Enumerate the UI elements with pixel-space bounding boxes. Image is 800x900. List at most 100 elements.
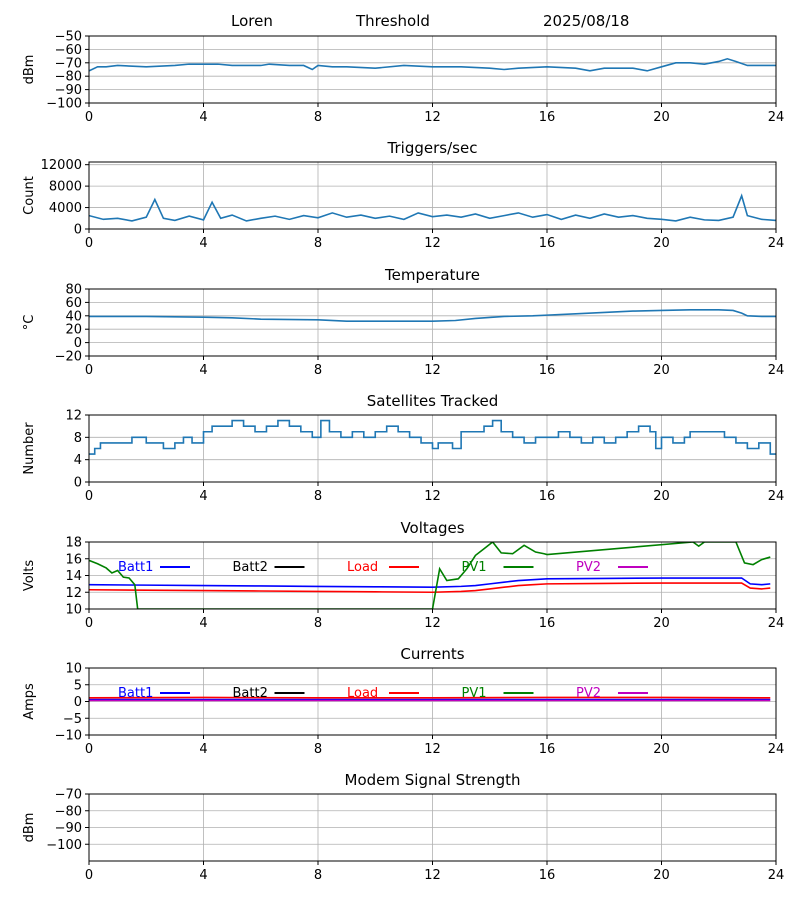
y-tick-label: −50 — [55, 30, 82, 45]
x-tick-label: 20 — [653, 616, 670, 631]
legend-label: Batt1 — [118, 560, 153, 575]
x-tick-label: 12 — [424, 110, 441, 125]
x-tick-label: 20 — [653, 868, 670, 883]
chart-title: Temperature — [384, 266, 480, 284]
x-tick-label: 12 — [424, 236, 441, 251]
y-tick-label: 20 — [65, 323, 82, 338]
y-tick-label: 4000 — [49, 201, 82, 216]
y-tick-label: −80 — [55, 804, 82, 819]
x-tick-label: 4 — [199, 489, 207, 504]
y-tick-label: 4 — [74, 453, 82, 468]
y-tick-label: 60 — [65, 296, 82, 311]
legend-label: Batt1 — [118, 686, 153, 701]
y-tick-label: 8000 — [49, 180, 82, 195]
trigger-mode: Threshold — [356, 12, 430, 30]
series-line — [89, 193, 776, 222]
series-line-load — [89, 582, 771, 594]
y-axis-label: Volts — [22, 560, 37, 592]
x-tick-label: 0 — [85, 110, 93, 125]
y-tick-label: 12000 — [41, 158, 82, 173]
x-tick-label: 24 — [768, 110, 785, 125]
x-tick-label: 4 — [199, 363, 207, 378]
y-tick-label: 0 — [74, 223, 82, 238]
x-tick-label: 4 — [199, 868, 207, 883]
x-tick-label: 24 — [768, 363, 785, 378]
x-tick-label: 12 — [424, 363, 441, 378]
chart-title: Voltages — [400, 519, 464, 537]
x-tick-label: 16 — [539, 363, 556, 378]
x-tick-label: 4 — [199, 110, 207, 125]
x-tick-label: 0 — [85, 742, 93, 757]
x-tick-label: 20 — [653, 110, 670, 125]
x-tick-label: 8 — [314, 236, 322, 251]
y-tick-label: −20 — [55, 350, 82, 365]
y-tick-label: −100 — [46, 838, 82, 853]
x-tick-label: 8 — [314, 489, 322, 504]
chart-title: Triggers/sec — [387, 139, 478, 157]
series-line-batt1 — [89, 577, 771, 589]
y-tick-label: 12 — [65, 586, 82, 601]
series-line-pv1 — [89, 542, 771, 609]
legend-label: PV1 — [462, 560, 487, 575]
chart-title: Currents — [400, 645, 464, 663]
x-tick-label: 0 — [85, 236, 93, 251]
y-tick-label: −70 — [55, 56, 82, 71]
x-tick-label: 8 — [314, 742, 322, 757]
y-axis-label: dBm — [22, 55, 37, 85]
legend-label: Batt2 — [233, 686, 268, 701]
y-tick-label: 14 — [65, 569, 82, 584]
x-tick-label: 0 — [85, 363, 93, 378]
y-tick-label: 12 — [65, 409, 82, 424]
series-line — [89, 57, 776, 72]
y-tick-label: 18 — [65, 536, 82, 551]
x-tick-label: 8 — [314, 363, 322, 378]
y-tick-label: 16 — [65, 552, 82, 567]
x-tick-label: 16 — [539, 489, 556, 504]
y-axis-label: Amps — [22, 683, 37, 720]
x-tick-label: 24 — [768, 236, 785, 251]
y-tick-label: 0 — [74, 695, 82, 710]
x-tick-label: 16 — [539, 110, 556, 125]
legend-label: PV2 — [576, 686, 601, 701]
x-tick-label: 24 — [768, 489, 785, 504]
chart-title: Modem Signal Strength — [345, 771, 521, 789]
x-tick-label: 0 — [85, 868, 93, 883]
x-tick-label: 8 — [314, 110, 322, 125]
x-tick-label: 8 — [314, 868, 322, 883]
x-tick-label: 16 — [539, 616, 556, 631]
y-axis-label: Count — [22, 176, 37, 215]
x-tick-label: 0 — [85, 489, 93, 504]
y-tick-label: −60 — [55, 43, 82, 58]
y-tick-label: −10 — [55, 729, 82, 744]
y-tick-label: 0 — [74, 336, 82, 351]
y-tick-label: 40 — [65, 309, 82, 324]
x-tick-label: 12 — [424, 868, 441, 883]
x-tick-label: 0 — [85, 616, 93, 631]
legend-label: PV1 — [462, 686, 487, 701]
x-tick-label: 4 — [199, 742, 207, 757]
x-tick-label: 12 — [424, 616, 441, 631]
x-tick-label: 12 — [424, 489, 441, 504]
x-tick-label: 4 — [199, 616, 207, 631]
x-tick-label: 24 — [768, 742, 785, 757]
y-tick-label: 10 — [65, 603, 82, 618]
x-tick-label: 20 — [653, 236, 670, 251]
x-tick-label: 12 — [424, 742, 441, 757]
legend-label: PV2 — [576, 560, 601, 575]
y-tick-label: −80 — [55, 70, 82, 85]
x-tick-label: 4 — [199, 236, 207, 251]
chart-title: Satellites Tracked — [367, 392, 498, 410]
report-date: 2025/08/18 — [543, 12, 630, 30]
y-tick-label: −5 — [63, 712, 82, 727]
y-tick-label: 80 — [65, 283, 82, 298]
x-tick-label: 16 — [539, 868, 556, 883]
series-line — [89, 419, 776, 455]
y-tick-label: 8 — [74, 431, 82, 446]
series-line — [89, 308, 776, 322]
x-tick-label: 16 — [539, 236, 556, 251]
y-tick-label: 5 — [74, 678, 82, 693]
x-tick-label: 24 — [768, 616, 785, 631]
x-tick-label: 20 — [653, 363, 670, 378]
y-tick-label: −90 — [55, 821, 82, 836]
